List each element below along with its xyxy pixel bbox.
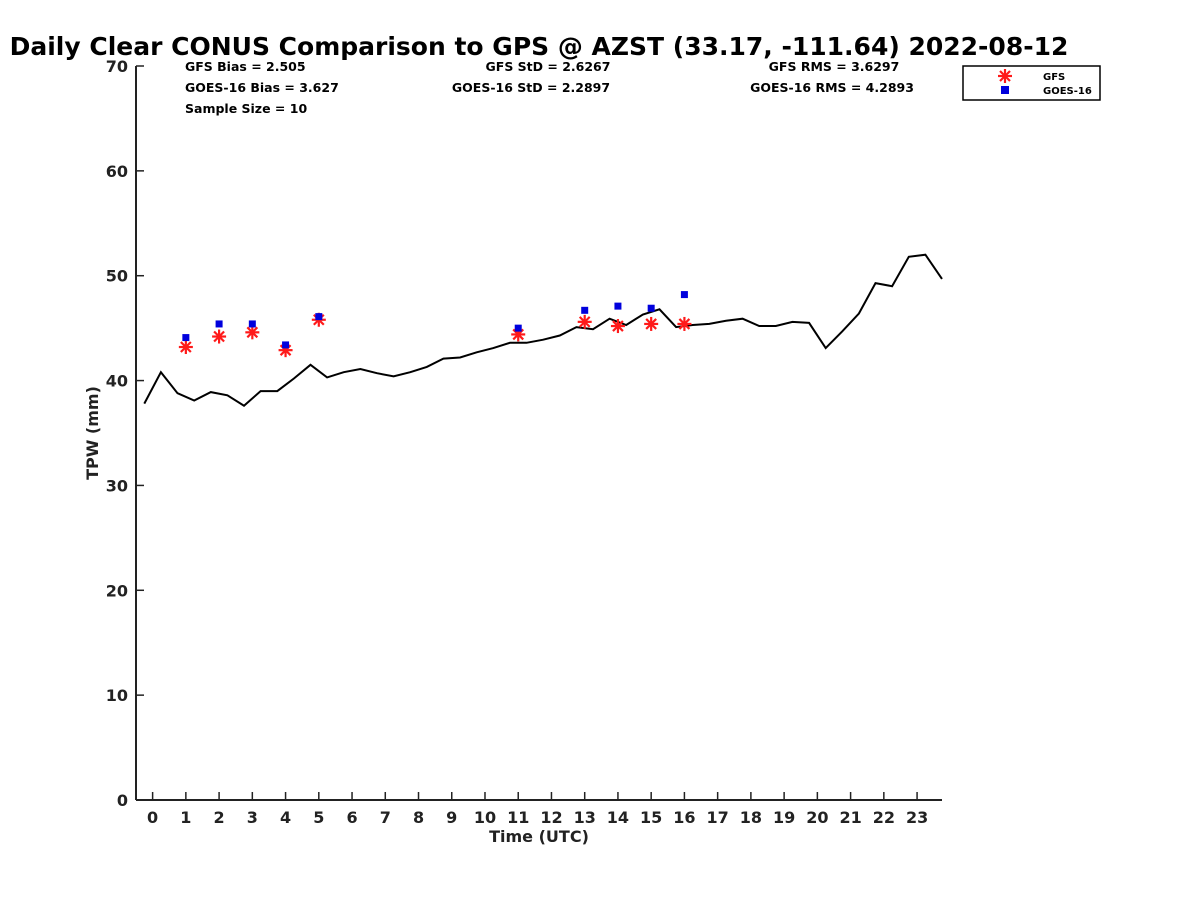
x-tick-label: 7 bbox=[380, 808, 391, 827]
gfs-point bbox=[644, 316, 659, 331]
x-tick-label: 23 bbox=[906, 808, 928, 827]
x-tick-label: 16 bbox=[673, 808, 695, 827]
x-tick-label: 5 bbox=[313, 808, 324, 827]
x-tick-label: 0 bbox=[147, 808, 158, 827]
y-tick-label: 60 bbox=[106, 162, 128, 181]
x-tick-label: 17 bbox=[707, 808, 729, 827]
legend-gfs-label: GFS bbox=[1043, 72, 1065, 83]
x-tick-label: 3 bbox=[247, 808, 258, 827]
stat-gfs-std: GFS StD = 2.6267 bbox=[486, 59, 611, 74]
x-tick-label: 8 bbox=[413, 808, 424, 827]
x-tick-label: 15 bbox=[640, 808, 662, 827]
chart-title: Daily Clear CONUS Comparison to GPS @ AZ… bbox=[10, 32, 1069, 61]
y-tick-label: 20 bbox=[106, 581, 128, 600]
x-tick-label: 11 bbox=[507, 808, 529, 827]
x-tick-label: 1 bbox=[180, 808, 191, 827]
goes16-point bbox=[514, 324, 522, 332]
legend: GFS GOES-16 bbox=[962, 65, 1101, 101]
gps-tpw-line bbox=[143, 253, 943, 407]
stat-goes-bias: GOES-16 Bias = 3.627 bbox=[185, 80, 339, 95]
y-tick-label: 70 bbox=[106, 57, 128, 76]
stat-goes-std: GOES-16 StD = 2.2897 bbox=[452, 80, 610, 95]
goes16-point bbox=[315, 313, 323, 321]
goes16-point bbox=[647, 304, 655, 312]
legend-gfs-marker bbox=[998, 69, 1012, 83]
goes16-point bbox=[614, 302, 622, 310]
x-tick-label: 20 bbox=[806, 808, 828, 827]
stat-goes-rms: GOES-16 RMS = 4.2893 bbox=[750, 80, 914, 95]
x-tick-label: 12 bbox=[540, 808, 562, 827]
stat-gfs-bias: GFS Bias = 2.505 bbox=[185, 59, 306, 74]
axes: 0 1 2 3 4 5 6 7 8 9 10 11 12 13 14 15 16 17 18 19 20 21 22 2301… bbox=[83, 57, 942, 846]
gfs-point bbox=[245, 325, 260, 340]
x-tick-label: 2 bbox=[214, 808, 225, 827]
legend-goes-label: GOES-16 bbox=[1043, 86, 1092, 97]
legend-gfs-asterisk bbox=[998, 69, 1012, 83]
x-tick-label: 13 bbox=[574, 808, 596, 827]
y-axis-title: TPW (mm) bbox=[83, 386, 102, 480]
gfs-point bbox=[677, 316, 692, 331]
y-tick-label: 30 bbox=[106, 476, 128, 495]
plot-area bbox=[143, 253, 943, 407]
goes16-point bbox=[182, 334, 190, 342]
legend-goes-marker bbox=[1001, 86, 1009, 94]
gfs-point bbox=[610, 319, 625, 334]
gfs-point bbox=[212, 329, 227, 344]
goes16-point bbox=[215, 320, 223, 328]
stat-sample-size: Sample Size = 10 bbox=[185, 101, 307, 116]
x-axis-title: Time (UTC) bbox=[489, 827, 589, 846]
x-tick-label: 4 bbox=[280, 808, 291, 827]
gfs-point bbox=[577, 314, 592, 329]
x-tick-label: 22 bbox=[873, 808, 895, 827]
y-tick-label: 0 bbox=[117, 791, 128, 810]
legend-box bbox=[962, 65, 1101, 101]
x-tick-label: 14 bbox=[607, 808, 629, 827]
goes16-point bbox=[581, 306, 589, 314]
x-tick-label: 21 bbox=[839, 808, 861, 827]
goes16-point bbox=[282, 341, 290, 349]
x-tick-label: 9 bbox=[446, 808, 457, 827]
x-tick-label: 10 bbox=[474, 808, 496, 827]
gfs-point bbox=[178, 340, 193, 355]
x-tick-label: 6 bbox=[346, 808, 357, 827]
y-tick-label: 40 bbox=[106, 372, 128, 391]
goes16-point bbox=[680, 291, 688, 299]
y-tick-label: 10 bbox=[106, 686, 128, 705]
stat-gfs-rms: GFS RMS = 3.6297 bbox=[769, 59, 900, 74]
y-tick-label: 50 bbox=[106, 267, 128, 286]
goes16-point bbox=[248, 320, 256, 328]
x-tick-label: 19 bbox=[773, 808, 795, 827]
x-tick-label: 18 bbox=[740, 808, 762, 827]
